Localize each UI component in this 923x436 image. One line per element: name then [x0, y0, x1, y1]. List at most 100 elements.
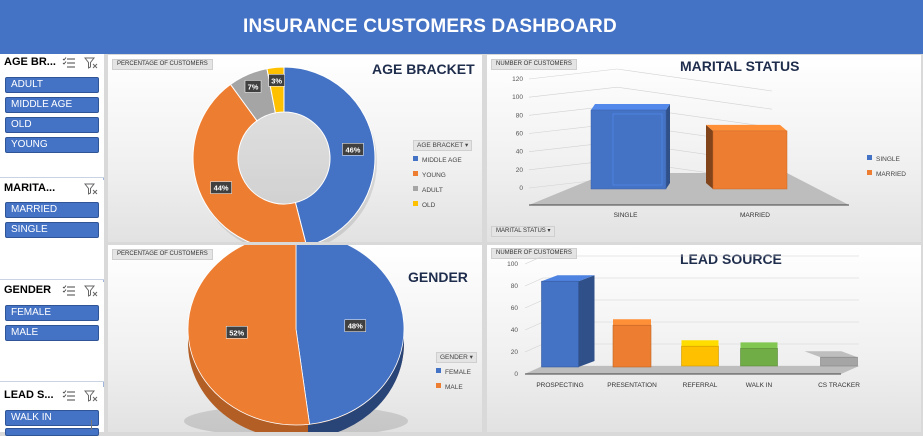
y-tick-label: 0	[514, 371, 518, 378]
gridline	[524, 321, 544, 331]
slicer-item-single[interactable]: SINGLE	[5, 222, 99, 238]
slicer-item-young[interactable]: YOUNG	[5, 137, 99, 153]
legend-label: MALE	[445, 384, 463, 391]
legend-field-button[interactable]: GENDER ▾	[436, 352, 477, 363]
x-tick-label: PRESENTATION	[607, 382, 657, 389]
data-label: 44%	[214, 184, 229, 193]
axis-field-button[interactable]: MARITAL STATUS ▾	[491, 226, 556, 237]
slicer-item-middle-age[interactable]: MIDDLE AGE	[5, 97, 99, 113]
gridline	[524, 277, 544, 287]
value-field-button[interactable]: PERCENTAGE OF CUSTOMERS	[112, 59, 213, 70]
slicer-title: LEAD S...	[4, 389, 54, 401]
donut-slice	[192, 83, 307, 242]
data-label-box	[344, 319, 367, 332]
bar-highlight	[612, 113, 663, 186]
value-field-button[interactable]: NUMBER OF CUSTOMERS	[491, 248, 577, 259]
slicer-header: MARITA...	[4, 182, 100, 198]
age-legend: AGE BRACKET ▾ MIDDLE AGE YOUNG ADULT OLD	[413, 140, 473, 211]
gridline	[524, 299, 544, 309]
clear-filter-icon[interactable]	[84, 182, 98, 196]
x-tick-label: SINGLE	[614, 212, 639, 219]
floor	[525, 366, 859, 374]
legend-item: ADULT	[413, 186, 472, 196]
y-tick-label: 120	[512, 76, 523, 83]
bar-side	[706, 124, 713, 189]
bar	[681, 345, 719, 367]
legend-label: OLD	[422, 202, 436, 209]
bar	[820, 356, 858, 367]
bar-top	[706, 124, 787, 131]
legend-item: MALE	[436, 383, 477, 393]
legend-item: SINGLE	[867, 155, 906, 165]
data-label-box	[225, 326, 248, 339]
slicer-title: MARITA...	[4, 182, 56, 194]
slicer-item-female[interactable]: FEMALE	[5, 305, 99, 321]
chart-title: MARITAL STATUS	[680, 58, 800, 74]
bar-top	[613, 319, 651, 326]
legend-field-button[interactable]: AGE BRACKET ▾	[413, 140, 473, 151]
slicer-item-old[interactable]: OLD	[5, 117, 99, 133]
slicer-item-male[interactable]: MALE	[5, 325, 99, 341]
legend-item: FEMALE	[436, 368, 477, 378]
dropdown-arrow-icon: ▾	[469, 354, 473, 361]
clear-filter-icon[interactable]	[84, 284, 98, 298]
slicer-title: GENDER	[4, 284, 52, 296]
bar-top	[804, 351, 858, 358]
data-label-box	[342, 143, 364, 156]
gridline	[528, 68, 618, 80]
chart-title: GENDER	[408, 269, 468, 285]
slicer-header: AGE BR...	[4, 56, 100, 72]
slicer-scrollbar[interactable]	[91, 420, 92, 430]
legend-swatch	[436, 368, 441, 373]
axis-field-label: MARITAL STATUS	[496, 228, 546, 234]
x-tick-label: CS TRACKER	[818, 382, 860, 389]
bar	[740, 348, 778, 367]
bar-top	[591, 103, 670, 110]
y-tick-label: 20	[516, 167, 524, 174]
data-label-box	[268, 74, 285, 87]
y-tick-label: 80	[516, 112, 524, 119]
chart-title: LEAD SOURCE	[680, 251, 782, 267]
lead-source-chart: NUMBER OF CUSTOMERS LEAD SOURCE 0 20 40 60 8…	[487, 245, 921, 432]
value-field-button[interactable]: PERCENTAGE OF CUSTOMERS	[112, 249, 213, 260]
dashboard-title: INSURANCE CUSTOMERS DASHBOARD	[243, 16, 617, 37]
gridline	[524, 255, 544, 265]
pie-slice	[295, 245, 405, 425]
bar	[612, 324, 652, 368]
clear-filter-icon[interactable]	[84, 56, 98, 70]
multi-select-icon[interactable]	[62, 284, 76, 298]
multi-select-icon[interactable]	[62, 389, 76, 403]
slicer-lead-source: LEAD S... WALK IN	[0, 387, 104, 436]
legend-swatch	[867, 155, 872, 160]
legend-swatch	[413, 156, 418, 161]
data-label: 48%	[348, 322, 363, 331]
data-label-box	[244, 80, 262, 93]
x-tick-label: PROSPECTING	[536, 382, 583, 389]
slicer-item-adult[interactable]: ADULT	[5, 77, 99, 93]
slicer-sidebar: AGE BR... ADULT MIDDLE AGE OLD YOUNG MAR…	[0, 54, 104, 436]
marital-bar-svg: 0 20 40 60 80 100 120 SINGLE MARRIED	[512, 68, 849, 219]
value-field-button[interactable]: NUMBER OF CUSTOMERS	[491, 59, 577, 70]
legend-item: MARRIED	[867, 170, 906, 180]
bar-top	[541, 275, 595, 282]
slicer-item-married[interactable]: MARRIED	[5, 202, 99, 218]
gender-chart: PERCENTAGE OF CUSTOMERS GENDER 48% 52% GE…	[108, 245, 482, 432]
gridline	[616, 68, 773, 92]
multi-select-icon[interactable]	[62, 56, 76, 70]
data-label: 7%	[248, 82, 259, 91]
legend-label: MARRIED	[876, 171, 906, 178]
gender-legend: GENDER ▾ FEMALE MALE	[436, 352, 477, 393]
legend-swatch	[413, 201, 418, 206]
marital-status-chart: NUMBER OF CUSTOMERS MARITAL STATUS 0 20 40…	[487, 55, 921, 242]
chart-title: AGE BRACKET	[372, 61, 475, 77]
legend-swatch	[436, 383, 441, 388]
clear-filter-icon[interactable]	[84, 389, 98, 403]
slicer-item-partial[interactable]	[5, 428, 99, 436]
slicer-gender: GENDER FEMALE MALE	[0, 282, 104, 382]
lead-bar-svg: 0 20 40 60 80 100 PROSPECTING PRESENTATION REFER…	[507, 255, 860, 389]
legend-swatch	[413, 171, 418, 176]
x-tick-label: WALK IN	[746, 382, 773, 389]
x-tick-label: REFERRAL	[683, 382, 718, 389]
slicer-item-walk-in[interactable]: WALK IN	[5, 410, 99, 426]
dropdown-arrow-icon: ▾	[464, 142, 469, 149]
